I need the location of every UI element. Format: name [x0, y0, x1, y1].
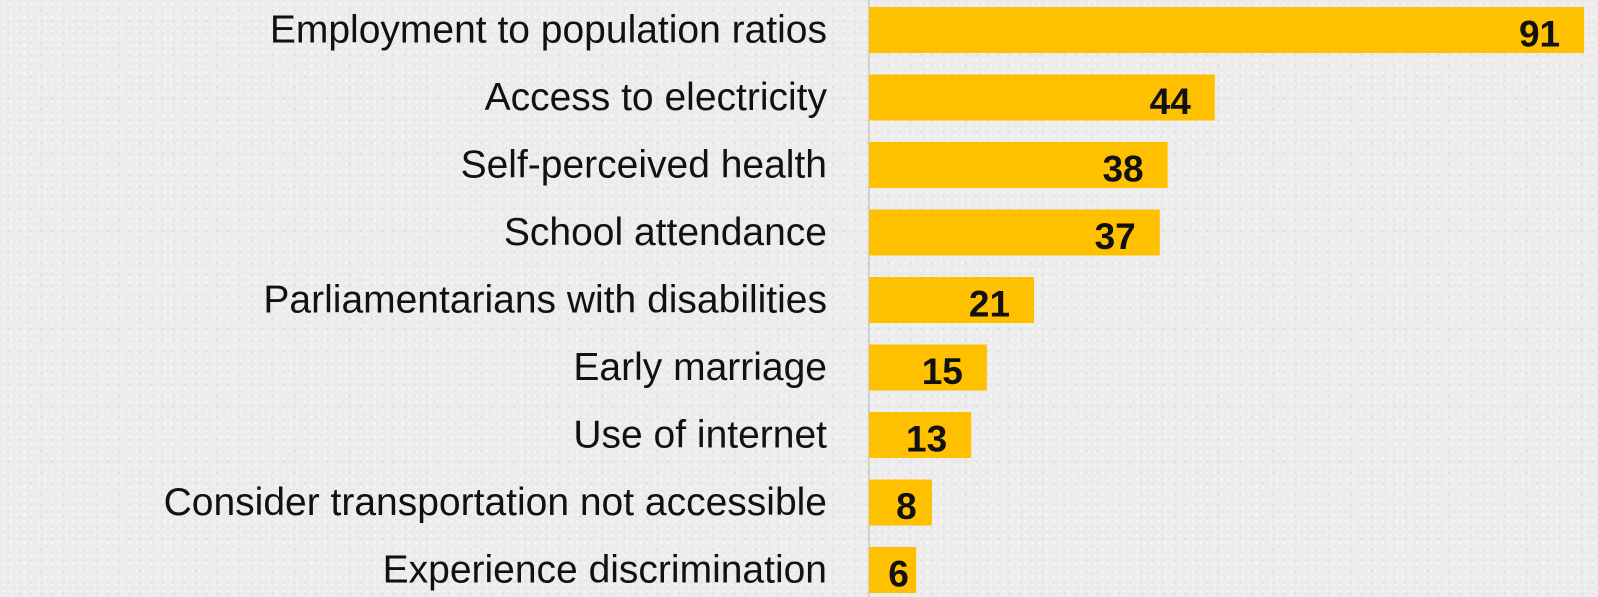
category-label: Experience discrimination — [383, 549, 827, 592]
value-label: 6 — [888, 554, 909, 595]
value-label: 37 — [1095, 216, 1136, 257]
category-label: Self-perceived health — [461, 144, 827, 187]
bar — [869, 277, 1035, 323]
value-label: 15 — [922, 351, 963, 392]
bar — [869, 74, 1215, 121]
bar — [869, 142, 1168, 188]
value-label: 91 — [1519, 14, 1560, 55]
value-label: 8 — [896, 486, 917, 527]
category-label: Use of internet — [573, 414, 827, 457]
bar — [869, 344, 987, 391]
bar — [869, 209, 1160, 256]
bar — [869, 7, 1585, 53]
bars-layer — [869, 7, 1585, 593]
category-label: Access to electricity — [485, 76, 828, 119]
category-labels: Employment to population ratios Access to… — [164, 9, 828, 592]
category-label: Employment to population ratios — [270, 9, 827, 52]
category-label: Consider transportation not accessible — [164, 481, 827, 524]
value-label: 38 — [1102, 149, 1143, 190]
category-label: School attendance — [504, 211, 827, 254]
value-label: 21 — [969, 284, 1010, 325]
bar — [869, 479, 932, 526]
category-label: Parliamentarians with disabilities — [263, 279, 827, 322]
value-label: 44 — [1150, 81, 1192, 122]
category-label: Early marriage — [573, 346, 827, 389]
bar — [869, 412, 972, 458]
bar — [869, 547, 917, 593]
value-label: 13 — [906, 419, 947, 460]
